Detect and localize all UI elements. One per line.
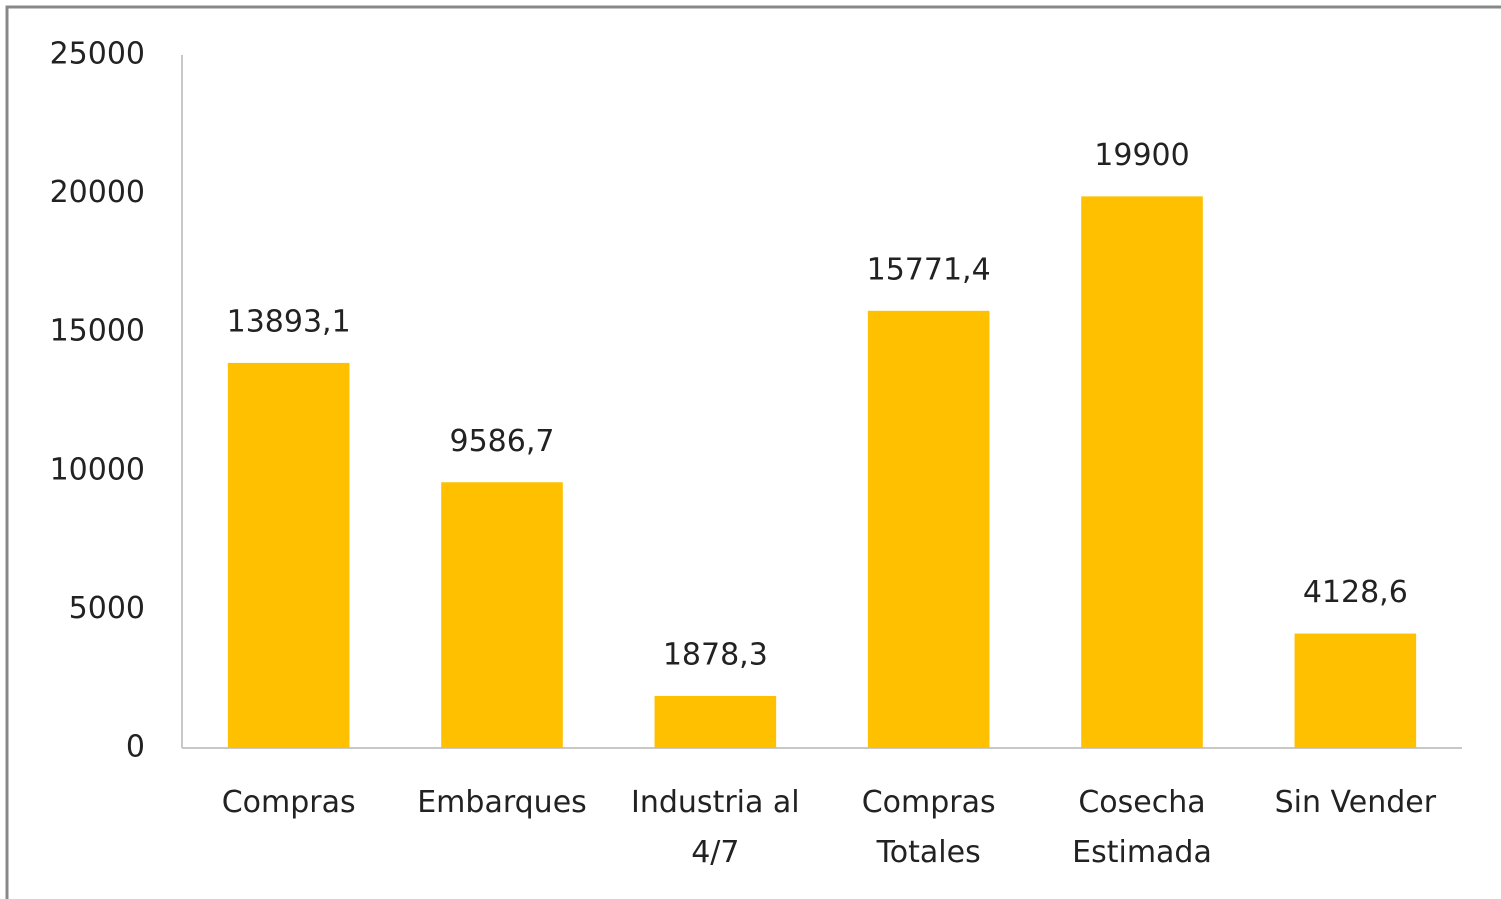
x-tick-label: Compras (221, 785, 356, 820)
x-tick-label: Sin Vender (1274, 785, 1437, 820)
x-tick-label: Embarques (417, 785, 587, 820)
x-tick-label: Industria al 4/7 (631, 785, 800, 870)
y-tick-label: 20000 (50, 175, 145, 210)
bar (441, 482, 563, 748)
bar (867, 310, 990, 748)
value-label: 1878,3 (663, 637, 768, 672)
x-tick-label: Cosecha Estimada (1072, 785, 1212, 870)
value-label: 13893,1 (227, 304, 351, 339)
bar (1294, 633, 1417, 748)
y-tick-label: 15000 (50, 314, 145, 349)
bar (227, 362, 350, 748)
bar (1081, 196, 1203, 748)
value-label: 15771,4 (867, 252, 991, 287)
x-tick-label: Compras Totales (861, 785, 996, 870)
bar (654, 695, 777, 748)
chart-border (5, 5, 1501, 899)
value-label: 4128,6 (1303, 575, 1408, 610)
y-tick-label: 25000 (50, 37, 145, 72)
y-tick-label: 5000 (69, 591, 145, 626)
y-tick-label: 0 (126, 730, 145, 765)
value-label: 9586,7 (450, 424, 555, 459)
y-tick-label: 10000 (50, 452, 145, 487)
value-label: 19900 (1094, 138, 1189, 173)
